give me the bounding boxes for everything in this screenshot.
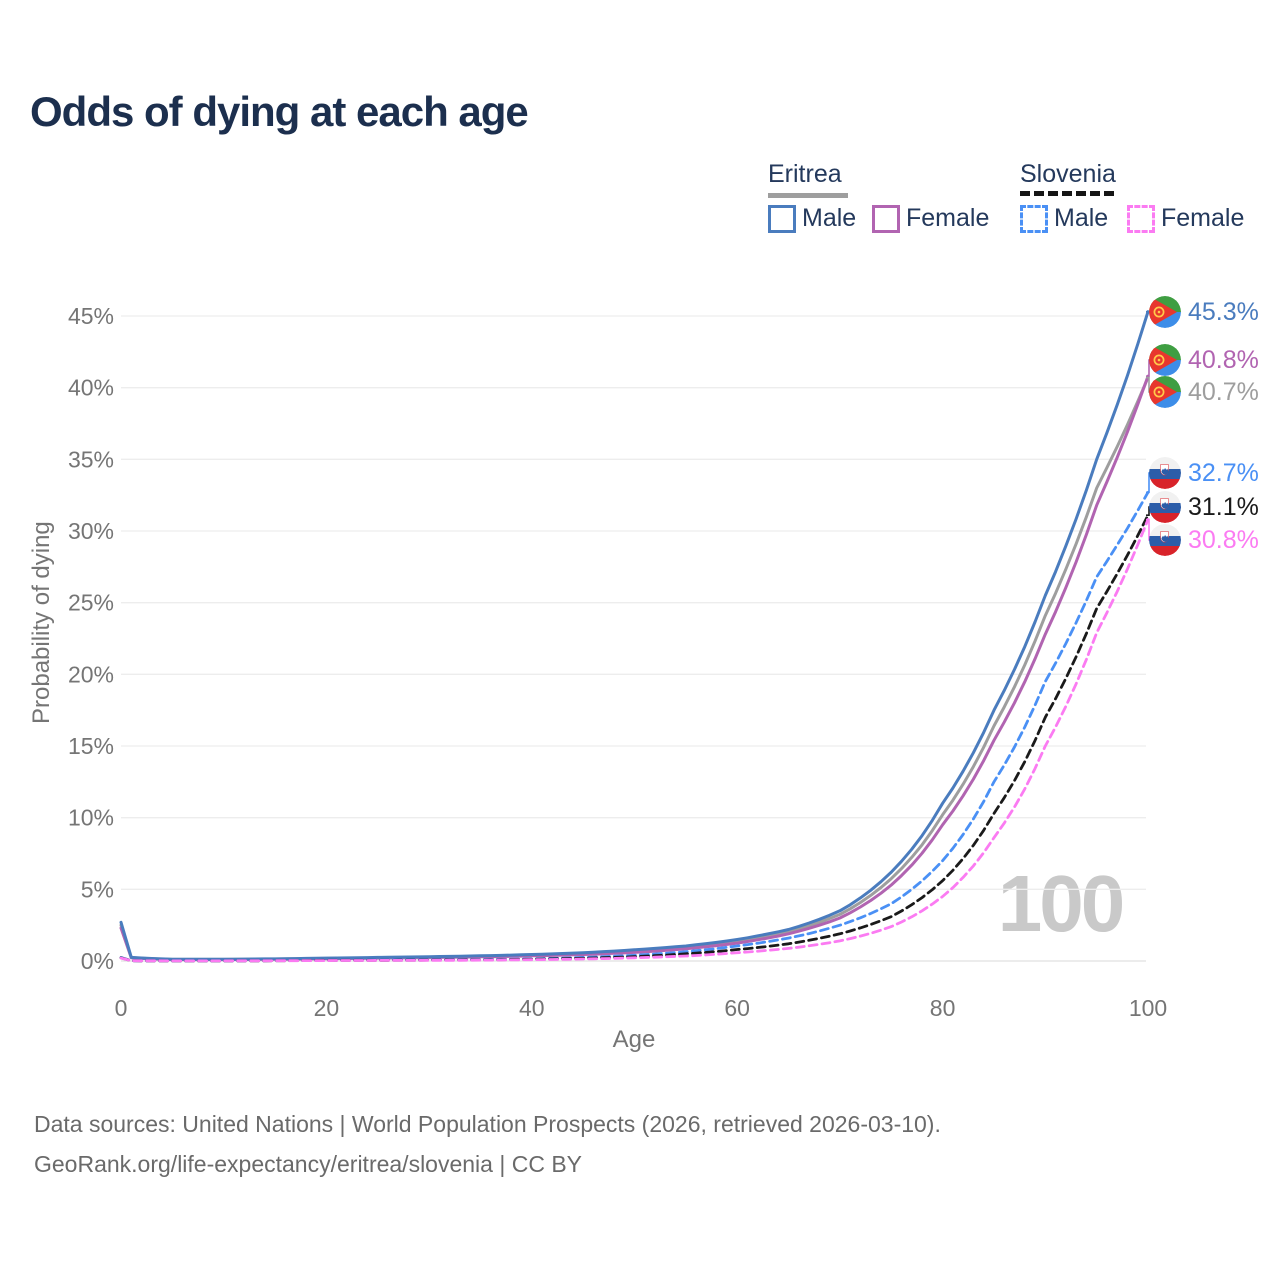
slovenia-flag-icon [1149,491,1181,523]
x-tick-label: 0 [115,995,128,1021]
series-line-slovenia-female [119,518,1150,963]
slovenia-flag-icon [1149,524,1181,556]
y-tick-label: 5% [81,876,114,902]
footer: Data sources: United Nations | World Pop… [34,1104,941,1184]
eritrea-solid-line-sample [768,193,848,198]
x-tick-label: 60 [724,995,750,1021]
y-tick-label: 15% [68,733,114,759]
slovenia-flag-icon [1149,457,1181,489]
legend-item-slovenia-male[interactable]: Male [1054,204,1109,232]
end-label-value: 45.3% [1188,297,1259,326]
legend-country-slovenia: Slovenia [1020,160,1116,188]
page-title: Odds of dying at each age [30,88,529,135]
footer-attribution: GeoRank.org/life-expectancy/eritrea/slov… [34,1151,583,1177]
series-line-eritrea-male [119,310,1150,961]
legend-item-slovenia-female[interactable]: Female [1161,204,1245,232]
end-label-eritrea-male: 45.3% [1149,295,1259,329]
y-tick-label: 20% [68,661,114,687]
end-label-value: 30.8% [1188,525,1259,554]
legend-item-eritrea-male[interactable]: Male [802,204,857,232]
x-axis-title: Age [612,1026,656,1053]
legend-swatch-slovenia-male[interactable] [1020,205,1048,233]
end-label-value: 40.8% [1188,345,1259,374]
eritrea-flag-icon [1149,344,1181,376]
x-tick-label: 80 [930,995,956,1021]
y-tick-label: 30% [68,518,114,544]
y-tick-label: 40% [68,375,114,401]
slovenia-dashed-line-sample [1020,191,1114,196]
y-tick-label: 45% [68,303,114,329]
legend-swatch-eritrea-male[interactable] [768,205,796,233]
end-label-value: 40.7% [1188,377,1259,406]
end-label-eritrea-female: 40.8% [1149,343,1259,377]
y-tick-label: 25% [68,590,114,616]
age-watermark: 100 [997,859,1125,948]
eritrea-flag-icon [1149,376,1181,408]
footer-data-sources: Data sources: United Nations | World Pop… [34,1111,941,1137]
end-label-value: 32.7% [1188,458,1259,487]
end-label-slovenia-female: 30.8% [1149,523,1259,557]
y-tick-label: 10% [68,805,114,831]
x-tick-label: 40 [519,995,545,1021]
end-label-eritrea-both: 40.7% [1149,375,1259,409]
x-tick-label: 20 [314,995,340,1021]
series-line-eritrea-both-sexes [119,376,1150,961]
end-label-slovenia-male: 32.7% [1149,456,1259,490]
end-label-slovenia-both: 31.1% [1149,490,1259,524]
end-label-value: 31.1% [1188,492,1259,521]
eritrea-flag-icon [1149,296,1181,328]
series-line-eritrea-female [119,374,1150,962]
x-tick-label: 100 [1129,995,1167,1021]
legend-swatch-slovenia-female[interactable] [1127,205,1155,233]
y-tick-label: 35% [68,446,114,472]
legend-item-eritrea-female[interactable]: Female [906,204,990,232]
legend-country-eritrea: Eritrea [768,160,842,188]
y-tick-label: 0% [81,948,114,974]
legend-swatch-eritrea-female[interactable] [872,205,900,233]
